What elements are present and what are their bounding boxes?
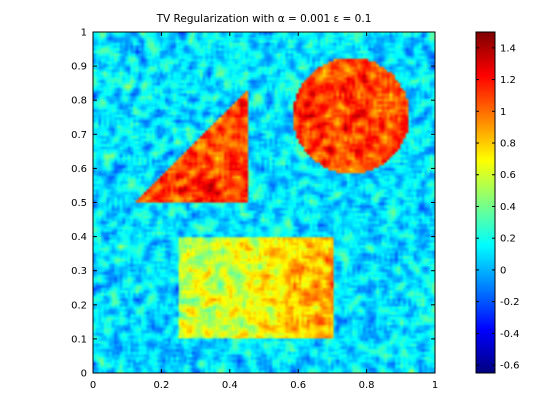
colorbar-tick-label: -0.4 [500,329,520,340]
colorbar-tick-label: -0.6 [500,361,520,372]
x-tick-label: 0.2 [153,380,169,391]
y-tick-label: 0.6 [71,164,87,175]
x-tick-label: 1 [432,380,438,391]
colorbar-axis: -0.6 -0.4 -0.2 0 0.2 0.4 0.6 0.8 1 1.2 1.4 [476,43,520,372]
y-tick-label: 0.4 [71,232,87,243]
x-axis: 0 0.2 0.4 0.6 0.8 1 [90,32,438,391]
colorbar-tick-label: 0.6 [500,170,516,181]
y-tick-label: 0 [81,369,87,380]
colorbar-tick-label: 0 [500,265,506,276]
colorbar-frame [475,31,496,374]
heatmap-image [93,32,435,373]
colorbar-tick-label: 1.2 [500,75,516,86]
y-tick-label: 0.8 [71,96,87,107]
y-tick-label: 0.9 [71,62,87,73]
colorbar-tick-label: 0.2 [500,234,516,245]
colorbar-tick-label: -0.2 [500,297,520,308]
y-tick-label: 0.2 [71,300,87,311]
chart-title: TV Regularization with α = 0.001 ε = 0.1 [156,13,372,25]
colorbar-image [476,32,495,373]
heatmap-chart: TV Regularization with α = 0.001 ε = 0.1… [71,13,438,391]
colorbar-tick-label: 0.8 [500,139,516,150]
colorbar-tick-label: 1 [500,107,506,118]
colorbar-tick-label: 0.4 [500,202,516,213]
y-tick-label: 0.1 [71,334,87,345]
x-tick-label: 0.4 [222,380,238,391]
x-tick-label: 0.8 [359,380,375,391]
y-tick-label: 0.3 [71,266,87,277]
x-tick-label: 0.6 [290,380,306,391]
colorbar: -0.6 -0.4 -0.2 0 0.2 0.4 0.6 0.8 1 1.2 1.4 [475,31,520,374]
y-tick-label: 0.5 [71,198,87,209]
x-tick-label: 0 [90,380,96,391]
colorbar-tick-label: 1.4 [500,43,516,54]
y-tick-label: 0.7 [71,130,87,141]
y-tick-label: 1 [81,28,87,39]
y-axis: 0 0.1 0.2 0.3 0.4 0.5 0.6 0.7 0.8 0.9 1 [71,28,435,380]
